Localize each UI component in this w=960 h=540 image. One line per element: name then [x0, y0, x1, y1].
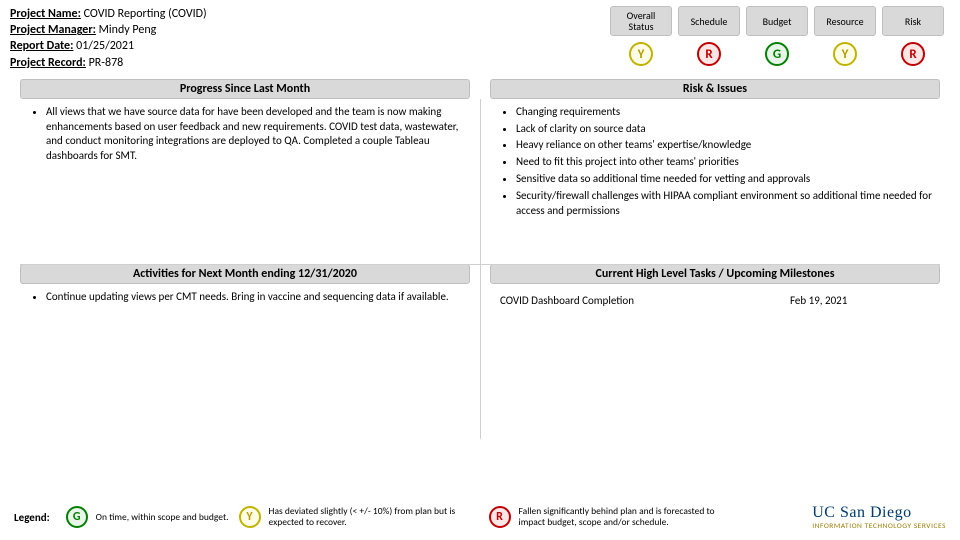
status-budget-label: Budget	[746, 6, 808, 36]
panel-risks: Risk & Issues Changing requirements Lack…	[480, 79, 950, 264]
risk-item: Security/firewall challenges with HIPAA …	[516, 189, 940, 219]
legend-red-text: Fallen significantly behind plan and is …	[519, 506, 729, 528]
project-manager-value: Mindy Peng	[99, 23, 157, 37]
legend-green: G On time, within scope and budget.	[66, 506, 229, 528]
status-risk-label: Risk	[882, 6, 944, 36]
legend-green-icon: G	[66, 506, 88, 528]
status-resource-indicator: Y	[833, 42, 857, 66]
panel-milestones-title: Current High Level Tasks / Upcoming Mile…	[490, 264, 940, 284]
status-budget-indicator: G	[765, 42, 789, 66]
risk-item: Need to fit this project into other team…	[516, 155, 940, 170]
milestone-row: COVID Dashboard Completion Feb 19, 2021	[490, 290, 940, 307]
risk-item: Sensitive data so additional time needed…	[516, 172, 940, 187]
logo-sub: INFORMATION TECHNOLOGY SERVICES	[812, 523, 946, 531]
status-schedule-indicator: R	[697, 42, 721, 66]
status-resource-label: Resource	[814, 6, 876, 36]
panel-activities-title: Activities for Next Month ending 12/31/2…	[20, 264, 470, 284]
project-record-label: Project Record:	[10, 56, 86, 70]
legend-yellow-icon: Y	[239, 506, 261, 528]
panel-milestones: Current High Level Tasks / Upcoming Mile…	[480, 264, 950, 449]
legend: Legend: G On time, within scope and budg…	[0, 505, 960, 531]
status-overall-indicator: Y	[629, 42, 653, 66]
status-resource: Resource Y	[814, 6, 876, 66]
project-name-value: COVID Reporting (COVID)	[84, 7, 207, 21]
status-budget: Budget G	[746, 6, 808, 66]
report-date-value: 01/25/2021	[76, 39, 134, 53]
legend-red-icon: R	[489, 506, 511, 528]
legend-yellow-text: Has deviated slightly (< +/- 10%) from p…	[269, 506, 479, 528]
risk-item: Lack of clarity on source data	[516, 122, 940, 137]
logo-main: UC San Diego	[812, 505, 911, 521]
panel-progress-title: Progress Since Last Month	[20, 79, 470, 99]
activities-list: Continue updating views per CMT needs. B…	[20, 290, 470, 305]
risk-item: Heavy reliance on other teams' expertise…	[516, 138, 940, 153]
risks-list: Changing requirements Lack of clarity on…	[490, 105, 940, 219]
panel-activities: Activities for Next Month ending 12/31/2…	[10, 264, 480, 449]
activity-item: Continue updating views per CMT needs. B…	[46, 290, 470, 305]
panel-progress: Progress Since Last Month All views that…	[10, 79, 480, 264]
milestone-name: COVID Dashboard Completion	[500, 294, 790, 307]
project-meta: Project Name: COVID Reporting (COVID) Pr…	[10, 6, 610, 71]
status-schedule: Schedule R	[678, 6, 740, 66]
logo: UC San Diego INFORMATION TECHNOLOGY SERV…	[812, 505, 946, 531]
risk-item: Changing requirements	[516, 105, 940, 120]
status-overall: Overall Status Y	[610, 6, 672, 66]
quadrant-grid: Progress Since Last Month All views that…	[10, 79, 950, 449]
panel-risks-title: Risk & Issues	[490, 79, 940, 99]
report-date-label: Report Date:	[10, 39, 73, 53]
status-overall-label: Overall Status	[610, 6, 672, 36]
legend-label: Legend:	[14, 511, 50, 524]
header-row: Project Name: COVID Reporting (COVID) Pr…	[0, 0, 960, 71]
status-grid: Overall Status Y Schedule R Budget G Res…	[610, 6, 950, 66]
legend-yellow: Y Has deviated slightly (< +/- 10%) from…	[239, 506, 479, 528]
progress-list: All views that we have source data for h…	[20, 105, 470, 164]
status-risk-indicator: R	[901, 42, 925, 66]
status-schedule-label: Schedule	[678, 6, 740, 36]
status-risk: Risk R	[882, 6, 944, 66]
milestone-date: Feb 19, 2021	[790, 294, 930, 307]
progress-item: All views that we have source data for h…	[46, 105, 470, 164]
project-record-value: PR-878	[89, 56, 124, 70]
project-manager-label: Project Manager:	[10, 23, 96, 37]
project-name-label: Project Name:	[10, 7, 81, 21]
legend-green-text: On time, within scope and budget.	[96, 512, 229, 523]
legend-red: R Fallen significantly behind plan and i…	[489, 506, 729, 528]
